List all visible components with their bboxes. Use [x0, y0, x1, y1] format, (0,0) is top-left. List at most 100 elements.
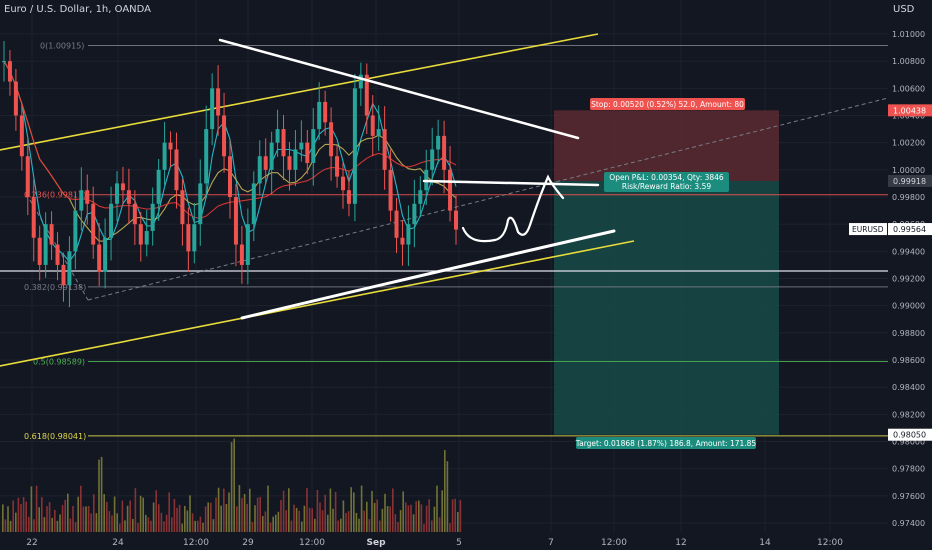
candle-body [37, 237, 42, 265]
candle-body [329, 122, 334, 157]
volume-bar [134, 488, 137, 532]
candle-body [275, 129, 280, 143]
volume-bar [126, 505, 129, 532]
volume-bar [410, 504, 412, 532]
volume-bar [181, 523, 183, 532]
volume-bar [147, 517, 150, 532]
time-tick: 12:00 [601, 538, 627, 548]
volume-bar [285, 510, 287, 532]
price-tick: 1.01000 [892, 30, 925, 39]
candle-body [400, 237, 405, 245]
volume-bar [41, 497, 43, 532]
volume-bar [277, 511, 280, 532]
price-badge-bg [888, 174, 932, 187]
volume-bar [69, 518, 72, 532]
candle-body [233, 197, 238, 245]
candle-body [323, 101, 328, 123]
candle-body [126, 190, 131, 204]
candle-body [115, 183, 119, 204]
volume-bar [77, 496, 79, 532]
time-axis-bg [0, 532, 888, 550]
volume-bar [306, 487, 308, 532]
candle-body [245, 224, 250, 265]
volume-bar [100, 456, 103, 532]
volume-bar [249, 488, 251, 532]
candle-body [97, 244, 102, 272]
volume-bar [113, 496, 116, 532]
volume-bar [358, 518, 360, 532]
volume-bar [210, 502, 212, 532]
volume-bar [212, 519, 215, 532]
volume-bar [418, 500, 420, 532]
volume-bar [363, 510, 365, 532]
volume-bar [319, 502, 321, 532]
volume-bar [451, 499, 454, 532]
price-tick: 0.99000 [892, 302, 925, 311]
volume-bar [280, 500, 282, 532]
volume-bar [384, 493, 386, 532]
volume-bar [441, 490, 443, 532]
volume-bar [189, 495, 191, 532]
volume-bar [230, 442, 233, 532]
candle-body [43, 224, 48, 265]
volume-bar [25, 501, 27, 532]
candle-body [442, 135, 447, 170]
volume-bar [15, 512, 17, 532]
price-tick: 1.00000 [892, 166, 925, 175]
volume-bar [438, 517, 441, 532]
candle-body [299, 142, 304, 150]
volume-bar [20, 504, 22, 532]
volume-bar [311, 508, 313, 532]
volume-bar [379, 520, 381, 532]
candle-body [335, 156, 340, 177]
candle-body [239, 244, 244, 265]
volume-bar [46, 506, 48, 532]
volume-bar [7, 506, 9, 532]
dashed-trend [87, 97, 889, 301]
volume-bar [64, 499, 66, 532]
drawn-support-line [240, 229, 616, 320]
volume-bar [171, 517, 173, 532]
volume-bar [82, 506, 85, 532]
volume-bar [353, 492, 355, 532]
candle-body [144, 230, 149, 245]
candle-body [210, 88, 215, 130]
position-labels: Stop: 0.00520 (0.52%) 52.0, Amount: 80 Op… [575, 98, 756, 449]
volume-bar [399, 510, 402, 532]
fib-levels: 0(1.00915) 0.236(0.99817) 0.382(0.99138) 0.… [0, 42, 889, 441]
drawings [218, 38, 616, 320]
pnl-label-bg [604, 172, 729, 192]
symbol-tag-bg [849, 223, 887, 236]
candle-body [109, 203, 114, 238]
volume-bar [12, 500, 14, 532]
volume-bar [314, 518, 316, 532]
volume-bar [402, 491, 404, 532]
volume-bar [191, 513, 194, 532]
volume-bar [425, 505, 428, 532]
volume-bar [238, 485, 241, 532]
position-zones [554, 110, 779, 435]
candle-body [376, 129, 381, 136]
volume-bar [173, 499, 176, 532]
drawn-resistance-line [218, 38, 580, 140]
channel-upper [0, 33, 599, 151]
candle-body [269, 142, 274, 170]
volume-bar [251, 521, 254, 532]
volume-bar [204, 506, 207, 532]
candle-body [49, 224, 54, 245]
symbol-tag: EURUSD [852, 225, 884, 234]
volume-bar [85, 506, 87, 532]
volume-bar [243, 493, 246, 532]
candle-body [430, 149, 435, 170]
volume-bar [301, 521, 303, 532]
volume-bar [215, 497, 217, 532]
volume-bar [168, 492, 170, 532]
volume-bar [139, 495, 142, 532]
volume-bar [225, 504, 228, 532]
fib-label: 0.5(0.98589) [33, 357, 85, 366]
volume-bar [220, 505, 222, 532]
price-tick: 0.97600 [892, 492, 925, 501]
volume-bar [35, 485, 38, 532]
time-tick: Sep [366, 538, 386, 548]
